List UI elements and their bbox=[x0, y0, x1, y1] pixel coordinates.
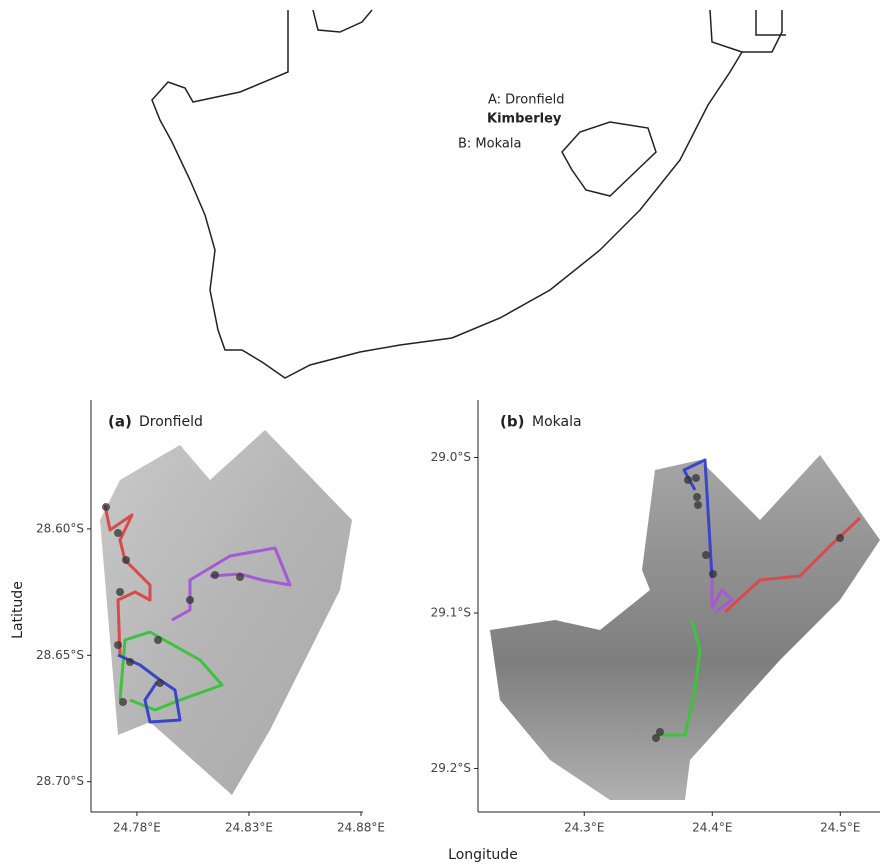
y-tick-label: 29.0°S bbox=[431, 450, 471, 464]
panel-title: Mokala bbox=[532, 414, 582, 430]
y-tick-label: 28.65°S bbox=[36, 648, 84, 662]
point bbox=[684, 476, 692, 484]
panel-tag: (b) bbox=[500, 413, 524, 431]
point bbox=[102, 503, 110, 511]
track bbox=[103, 504, 152, 656]
x-tick-label: 24.78°E bbox=[113, 821, 161, 835]
overview-map: A: Dronfield Kimberley B: Mokala bbox=[151, 9, 786, 379]
point bbox=[126, 658, 134, 666]
locations bbox=[652, 474, 844, 742]
point bbox=[702, 551, 710, 559]
locations bbox=[102, 503, 244, 706]
panel-tag: (a) bbox=[108, 413, 132, 431]
x-tick-label: 24.3°E bbox=[564, 821, 604, 835]
track bbox=[710, 578, 734, 614]
y-tick-label: 29.1°S bbox=[431, 605, 471, 619]
x-tick-label: 24.5°E bbox=[820, 821, 860, 835]
point bbox=[119, 698, 127, 706]
y-tick-label: 29.2°S bbox=[431, 761, 471, 775]
point bbox=[652, 734, 660, 742]
y-tick-label: 28.70°S bbox=[36, 774, 84, 788]
point bbox=[154, 636, 162, 644]
point bbox=[122, 556, 130, 564]
site-label: A: Dronfield bbox=[488, 93, 565, 108]
site-label: B: Mokala bbox=[458, 137, 521, 152]
track bbox=[118, 630, 224, 712]
x-tick-label: 24.83°E bbox=[225, 821, 273, 835]
city-label: Kimberley bbox=[487, 112, 562, 127]
track bbox=[117, 653, 182, 724]
y-axis-label: Latitude bbox=[10, 581, 26, 639]
y-tick-label: 28.60°S bbox=[36, 521, 84, 535]
x-tick-label: 24.4°E bbox=[692, 821, 732, 835]
point bbox=[236, 573, 244, 581]
point bbox=[156, 679, 164, 687]
country-outline bbox=[151, 10, 783, 379]
point bbox=[114, 641, 122, 649]
x-axis-label: Longitude bbox=[448, 847, 518, 863]
point bbox=[116, 588, 124, 596]
neighbour-outline bbox=[312, 9, 373, 33]
point bbox=[114, 529, 122, 537]
panel-a-imagery bbox=[100, 430, 352, 795]
imagery bbox=[490, 455, 880, 800]
imagery bbox=[100, 430, 352, 795]
point bbox=[694, 501, 702, 509]
point bbox=[211, 571, 219, 579]
point bbox=[692, 474, 700, 482]
x-tick-label: 24.88°E bbox=[337, 821, 385, 835]
point bbox=[693, 493, 701, 501]
point bbox=[656, 728, 664, 736]
neighbour-outline bbox=[709, 9, 786, 53]
panel-title: Dronfield bbox=[139, 414, 203, 430]
point bbox=[836, 534, 844, 542]
track bbox=[660, 619, 702, 737]
panel-b-imagery bbox=[490, 455, 880, 800]
point bbox=[186, 596, 194, 604]
point bbox=[709, 570, 717, 578]
lesotho-outline bbox=[561, 121, 657, 197]
